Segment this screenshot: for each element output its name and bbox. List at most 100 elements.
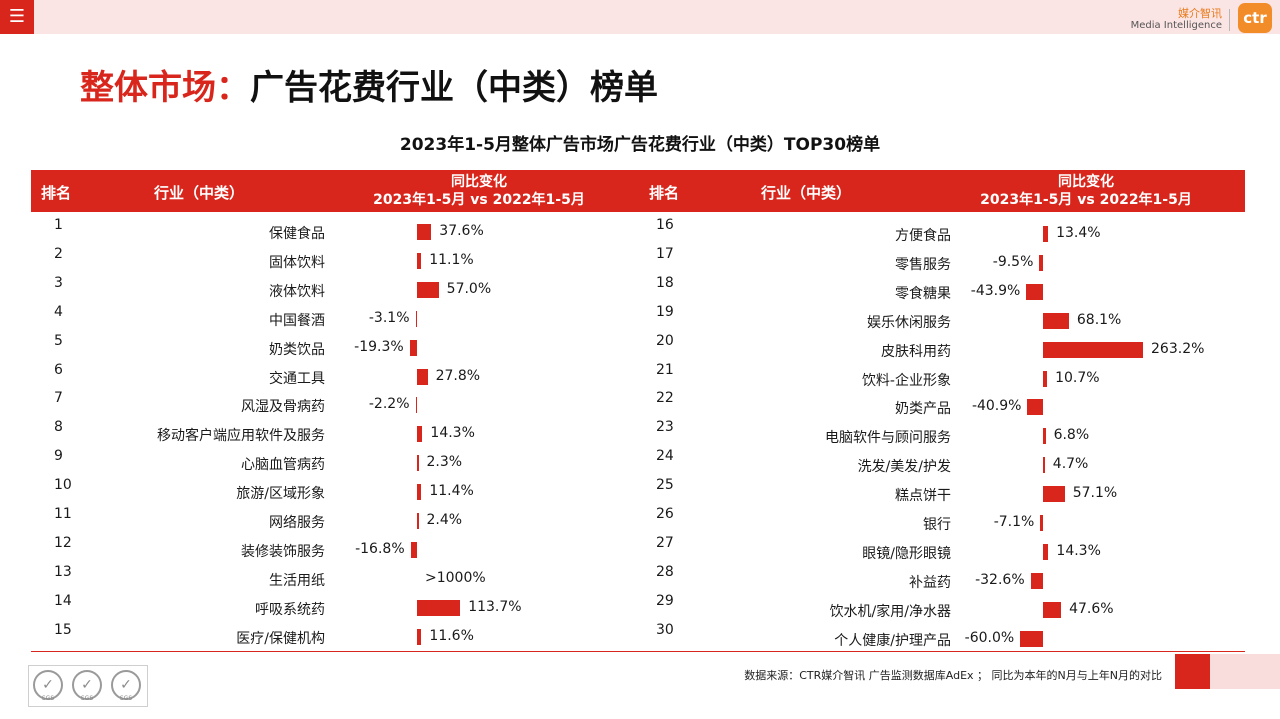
data-label: 11.4% (429, 483, 474, 500)
header-change-right: 同比变化 2023年1-5月 vs 2022年1-5月 (956, 173, 1216, 209)
footer-accent-block (1175, 654, 1210, 689)
industry-label: 保健食品 (269, 226, 325, 242)
bar (1043, 312, 1069, 329)
data-label: 14.3% (430, 425, 475, 442)
data-label: 37.6% (439, 223, 484, 239)
industry-label: 眼镜/隐形眼镜 (862, 545, 951, 562)
page-title-accent: 整体市场： (80, 68, 250, 108)
header-change-title: 同比变化 (1058, 174, 1114, 190)
industry-label: 呼吸系统药 (255, 601, 325, 618)
industry-label: 生活用纸 (269, 572, 325, 589)
top-bar: ☰ 媒介智讯 Media Intelligence ctr (0, 0, 1280, 34)
rank-cell: 25 (656, 477, 674, 494)
rank-cell: 12 (54, 534, 72, 551)
footer-fade-block (1210, 654, 1280, 689)
rank-cell: 18 (656, 274, 674, 291)
bar (417, 628, 422, 645)
rank-cell: 23 (656, 419, 674, 436)
data-label: 11.1% (429, 251, 474, 268)
rank-cell: 3 (54, 274, 63, 291)
industry-label: 零食糖果 (895, 285, 951, 302)
rank-cell: 16 (656, 217, 674, 233)
badge-label: SGS (41, 695, 55, 702)
rank-cell: 13 (54, 563, 72, 580)
header-change-left: 同比变化 2023年1-5月 vs 2022年1-5月 (349, 173, 609, 209)
brand-name-cn: 媒介智讯 (1178, 7, 1222, 20)
rank-cell: 9 (54, 448, 63, 465)
data-label: 57.0% (446, 280, 492, 297)
industry-label: 饮料-企业形象 (861, 372, 951, 389)
bar (417, 599, 461, 616)
table-bottom-rule (31, 651, 1245, 652)
industry-label: 液体饮料 (269, 283, 325, 300)
industry-label: 移动客户端应用软件及服务 (157, 428, 325, 445)
data-label: 263.2% (1151, 340, 1205, 357)
bar (1043, 601, 1062, 618)
rank-cell: 7 (54, 390, 63, 407)
chart-title: 2023年1-5月整体广告市场广告花费行业（中类）TOP30榜单 (399, 135, 881, 155)
bar (409, 339, 417, 356)
industry-label: 奶类饮品 (269, 341, 325, 358)
bar (1027, 399, 1043, 416)
ctr-logo: ctr (1238, 3, 1272, 33)
page-title-main: 广告花费行业（中类）榜单 (250, 68, 658, 108)
data-label: -40.9% (971, 398, 1022, 415)
data-source-note: 数据来源：CTR媒介智讯 广告监测数据库AdEx ； 同比为本年的N月与上年N月… (744, 669, 1162, 682)
industry-label: 医疗/保健机构 (236, 630, 325, 647)
data-label: -43.9% (970, 282, 1021, 299)
data-label: >1000% (425, 569, 486, 586)
bar (1043, 457, 1045, 474)
industry-label: 交通工具 (269, 370, 325, 387)
rank-cell: 10 (54, 477, 72, 494)
check-circle-icon: ✓ (111, 670, 141, 700)
industry-label: 中国餐酒 (269, 312, 325, 329)
brand-divider (1229, 9, 1230, 31)
rank-cell: 24 (656, 448, 674, 465)
bar (417, 513, 419, 529)
industry-label: 零售服务 (895, 256, 951, 273)
rank-cell: 4 (54, 303, 63, 320)
data-label: 113.7% (468, 598, 522, 615)
data-label: 27.8% (435, 367, 481, 384)
bar (1040, 515, 1043, 531)
industry-label: 旅游/区域形象 (236, 486, 325, 503)
industry-label: 风湿及骨病药 (241, 399, 325, 416)
rank-cell: 11 (54, 506, 72, 522)
industry-label: 固体饮料 (269, 254, 325, 271)
data-label: -32.6% (975, 571, 1025, 588)
data-label: 57.1% (1072, 485, 1118, 502)
bar (417, 252, 422, 269)
data-label: -2.2% (368, 396, 410, 413)
rank-cell: 8 (54, 419, 63, 436)
data-label: -7.1% (993, 514, 1035, 530)
page-title: 整体市场：广告花费行业（中类）榜单 (80, 60, 658, 109)
bar (1020, 630, 1043, 647)
bar (410, 541, 417, 558)
data-label: 47.6% (1069, 600, 1114, 617)
bar (415, 310, 417, 327)
industry-label: 银行 (923, 517, 951, 533)
certification-badges: ✓ SGS ✓ SGS ✓ SGS (28, 665, 148, 707)
industry-label: 补益药 (909, 574, 951, 591)
hamburger-icon[interactable]: ☰ (0, 0, 34, 34)
header-rank-left: 排名 (41, 184, 72, 202)
data-label: 68.1% (1076, 311, 1122, 328)
bar (417, 281, 439, 298)
bar (1030, 572, 1043, 589)
industry-label: 电脑软件与顾问服务 (825, 430, 951, 447)
badge-label: SGS (119, 695, 133, 702)
header-change-period: 2023年1-5月 vs 2022年1-5月 (373, 192, 585, 208)
bar (1043, 341, 1144, 358)
rank-cell: 1 (54, 217, 63, 233)
data-label: -3.1% (368, 309, 410, 326)
data-label: -60.0% (964, 629, 1015, 646)
data-label: -9.5% (992, 253, 1034, 270)
badge-label: SGS (80, 695, 94, 702)
check-circle-icon: ✓ (33, 670, 63, 700)
rank-cell: 2 (54, 245, 63, 262)
industry-label: 网络服务 (269, 515, 325, 531)
brand-name-en: Media Intelligence (1130, 20, 1222, 31)
rank-cell: 27 (656, 534, 674, 551)
bar (415, 397, 417, 414)
data-label: 13.4% (1056, 225, 1101, 241)
